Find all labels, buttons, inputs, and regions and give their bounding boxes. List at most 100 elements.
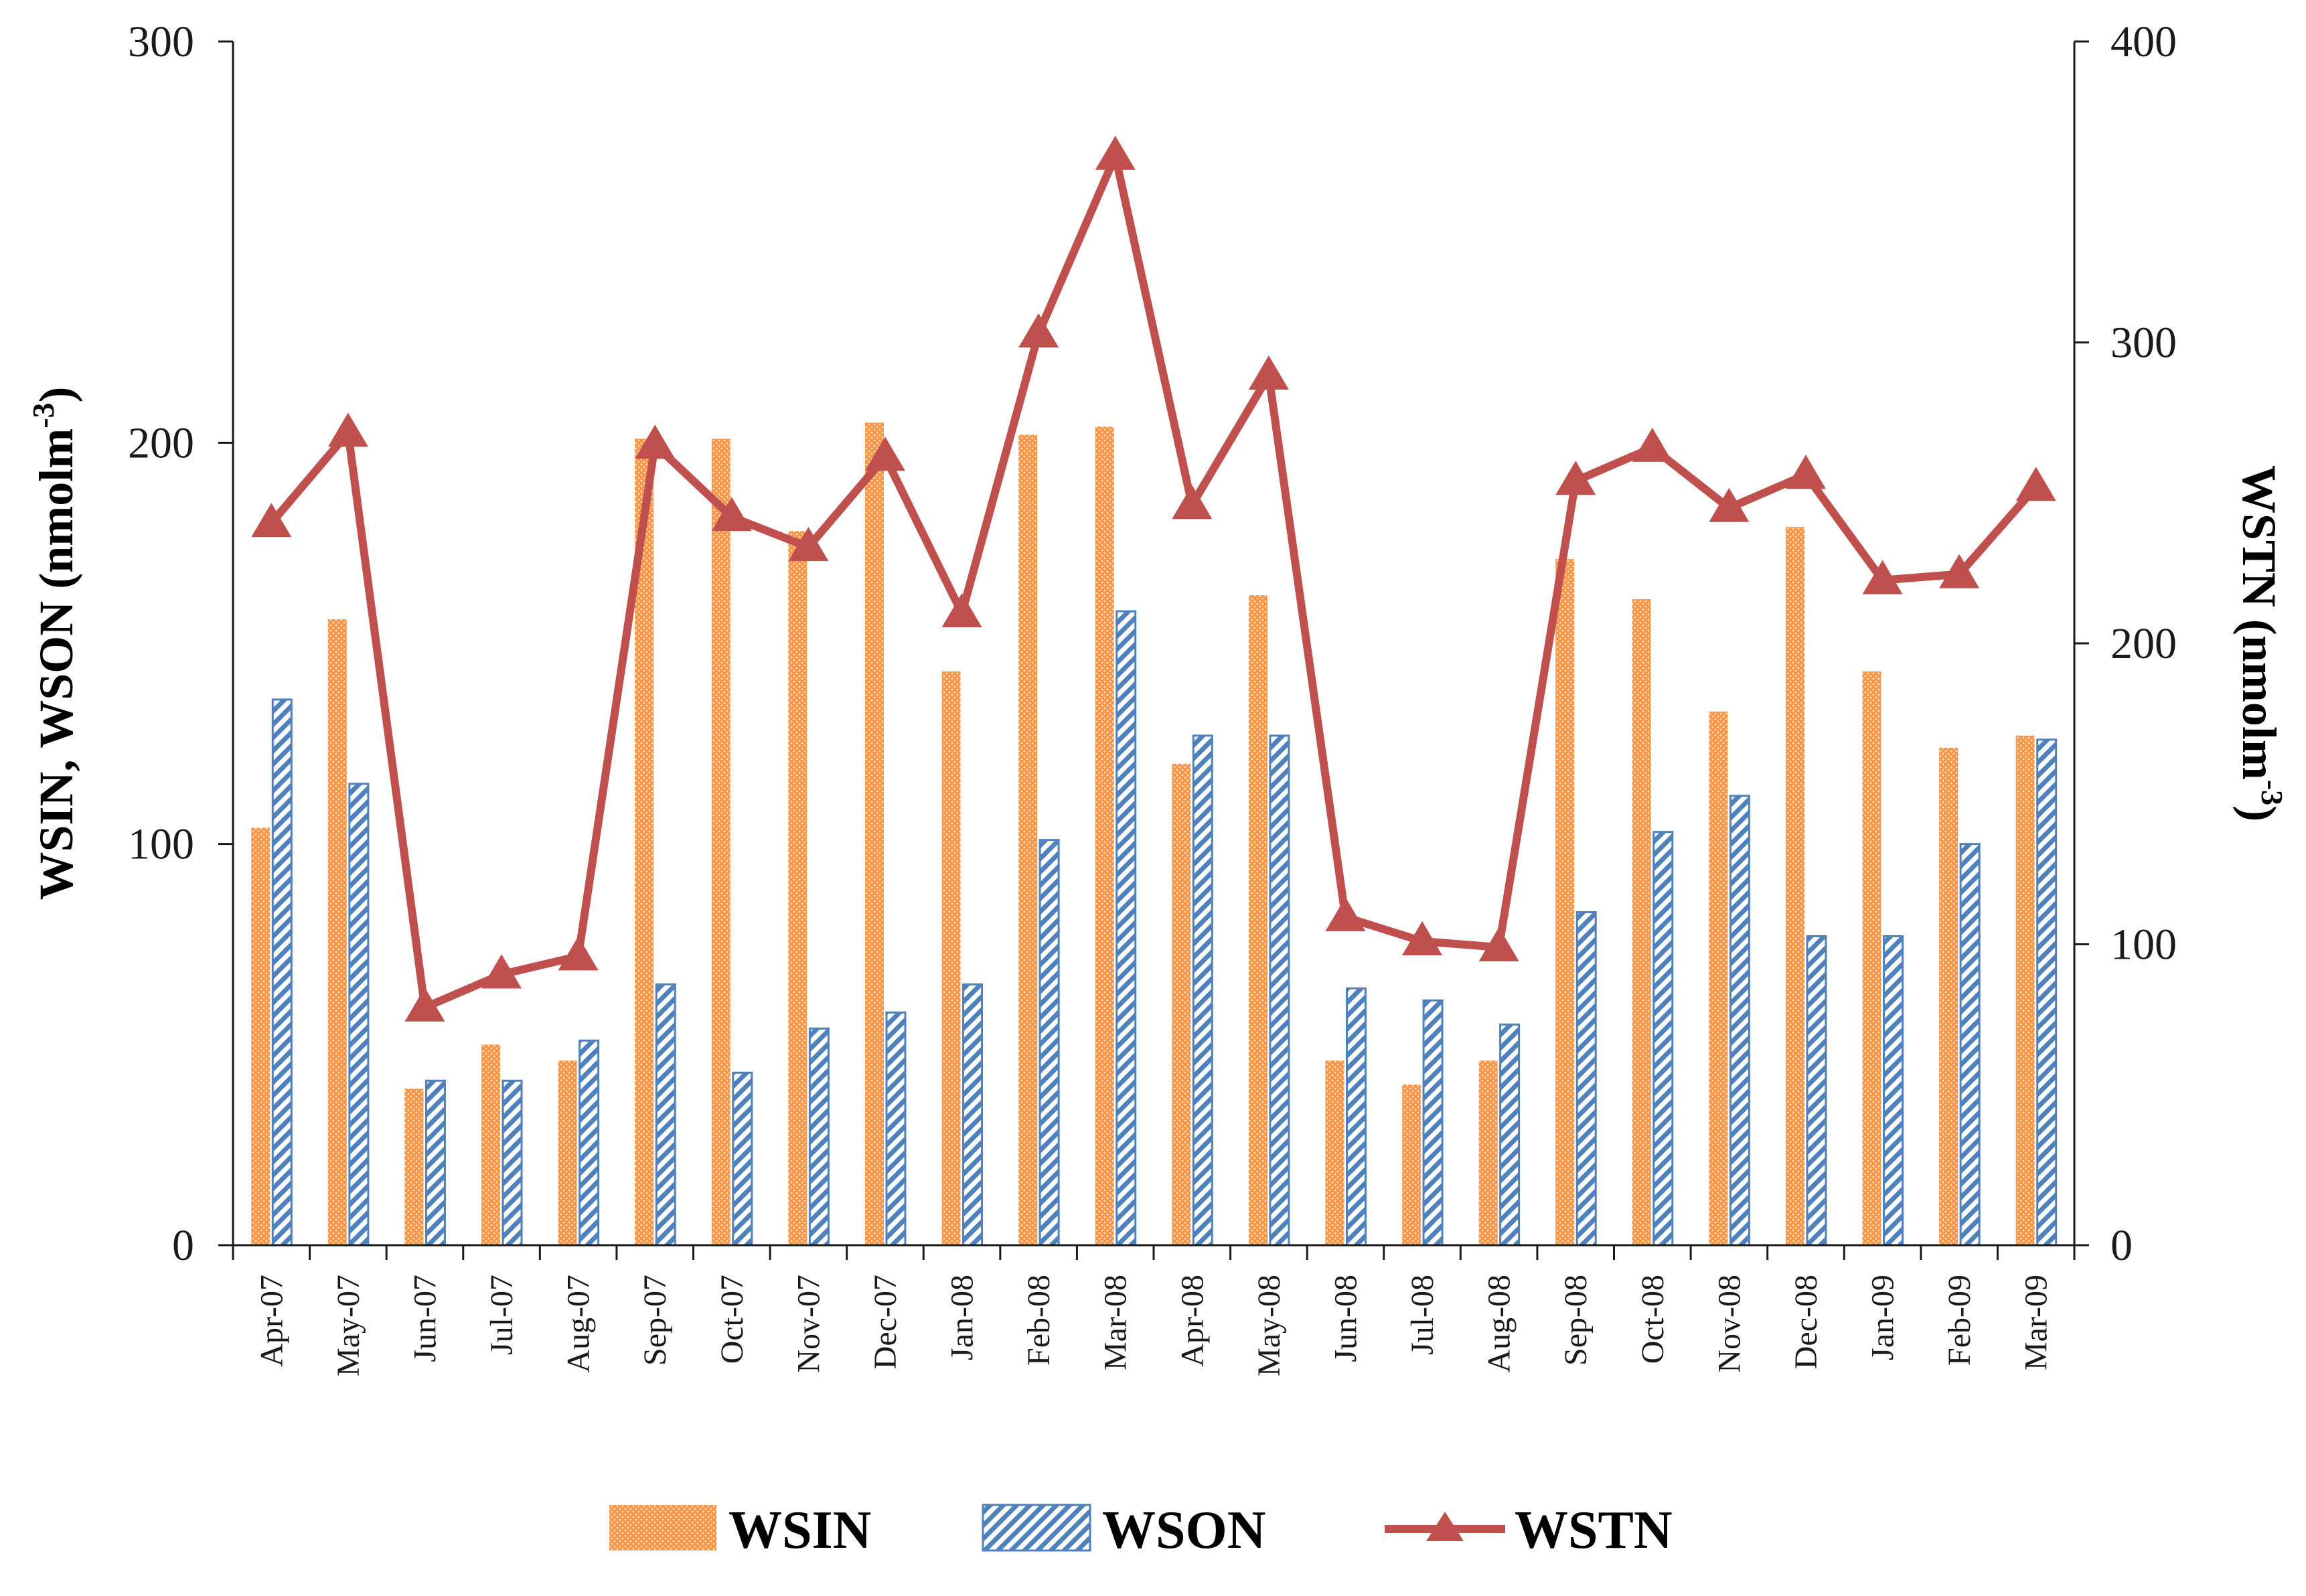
y-tick-label: 300: [128, 17, 194, 66]
wstn-point: [1555, 461, 1596, 495]
legend-wsin-swatch: [609, 1505, 716, 1550]
y-tick-label: 200: [128, 418, 194, 467]
wsin-bar: [1939, 747, 1958, 1245]
y-tick-label: 0: [172, 1221, 194, 1270]
wson-bar: [732, 1071, 753, 1247]
wstn-point: [1785, 455, 1826, 489]
wson-bar: [502, 1079, 523, 1247]
wsin-bar: [711, 438, 731, 1245]
wsin-bar: [1018, 434, 1038, 1245]
x-category-label: Aug-07: [561, 1275, 597, 1373]
x-axis-ticks: Apr-07 May-07 Jun-07 Jul-07 Aug-07 Sep-07 Oct-…: [232, 1245, 2076, 1376]
wstn-point: [1939, 554, 1980, 588]
x-category-label: Nov-07: [791, 1275, 826, 1373]
wson-bar: [1806, 935, 1827, 1247]
legend-wsin-label: WSIN: [728, 1501, 871, 1560]
wstn-point: [1862, 560, 1903, 594]
y2-axis-label: WSTN (nmolm-3): [2232, 465, 2289, 821]
y2-tick-label: 400: [2110, 17, 2177, 66]
wson-bar: [1652, 831, 1674, 1247]
wstn-point: [2015, 467, 2056, 501]
wsin-bar: [1555, 559, 1575, 1245]
wstn-point: [788, 527, 829, 562]
legend-wstn-marker: [1426, 1512, 1464, 1541]
wson-bar: [1499, 1023, 1521, 1247]
x-category-label: Sep-07: [637, 1275, 673, 1366]
wsin-bar: [864, 422, 884, 1245]
wsin-bar: [1095, 426, 1114, 1245]
wstn-point: [404, 987, 445, 1022]
wson-bar: [1575, 911, 1597, 1247]
x-category-label: Dec-07: [868, 1275, 903, 1369]
x-category-label: Jun-07: [407, 1275, 443, 1362]
wsin-bar: [1862, 671, 1881, 1245]
x-category-label: Jan-08: [945, 1275, 980, 1360]
wstn-point: [1325, 897, 1366, 932]
wstn-point: [711, 497, 752, 532]
wsin-bar: [2015, 735, 2035, 1245]
wstn-point: [481, 954, 522, 989]
right-axis-ticks: 0 100 200 300 400: [2074, 17, 2177, 1270]
wson-bar: [1422, 999, 1444, 1247]
wstn-point: [1018, 313, 1059, 348]
wstn-point: [251, 503, 292, 538]
wsin-bar: [1172, 763, 1191, 1245]
wson-bar: [1039, 839, 1060, 1247]
wson-bar: [962, 983, 984, 1247]
wson-bar: [271, 698, 293, 1247]
x-category-label: May-08: [1251, 1275, 1287, 1376]
wstn-point: [327, 412, 368, 447]
wsin-bar: [1632, 599, 1651, 1245]
wsin-bar: [251, 827, 271, 1245]
x-category-label: Jun-08: [1328, 1275, 1363, 1362]
wson-bar: [885, 1011, 907, 1247]
wsin-bar: [327, 619, 347, 1245]
wstn-point: [941, 593, 982, 628]
wsin-bar: [1478, 1060, 1498, 1245]
wson-bar: [1192, 734, 1213, 1247]
x-category-label: Jul-07: [484, 1275, 520, 1355]
x-category-label: Feb-08: [1021, 1275, 1057, 1366]
x-category-label: Dec-08: [1788, 1275, 1824, 1369]
x-category-label: Mar-08: [1098, 1275, 1134, 1370]
x-category-label: Jan-09: [1865, 1275, 1901, 1360]
wsin-bar: [1785, 527, 1804, 1245]
wstn-point: [1172, 485, 1213, 520]
wsin-bar: [1248, 595, 1267, 1245]
line-layer: [251, 135, 2056, 1022]
y2-tick-label: 300: [2110, 319, 2177, 368]
wstn-point: [635, 424, 676, 459]
legend-wson-swatch: [982, 1504, 1091, 1552]
wsin-bar: [1709, 711, 1728, 1245]
y2-tick-label: 100: [2110, 921, 2177, 969]
x-category-label: Jul-08: [1405, 1275, 1440, 1355]
wson-bar: [1116, 610, 1137, 1247]
wsin-bar: [404, 1089, 424, 1245]
wson-bar: [1269, 734, 1290, 1247]
wson-bar: [1729, 795, 1750, 1247]
wstn-point: [1478, 927, 1519, 961]
y-tick-label: 100: [128, 820, 194, 869]
wson-bar: [425, 1079, 446, 1247]
wson-bar: [1959, 843, 1981, 1247]
legend-wson-label: WSON: [1102, 1501, 1266, 1560]
wstn-point: [1095, 135, 1136, 170]
x-category-label: Apr-08: [1174, 1275, 1210, 1367]
wson-bar: [655, 983, 676, 1247]
bars-layer: [251, 422, 2058, 1247]
wsin-bar: [1325, 1060, 1344, 1245]
wstn-line: [268, 151, 2040, 1012]
wsin-bar: [941, 671, 961, 1245]
wsin-bar: [1402, 1085, 1421, 1245]
left-axis-ticks: 0 100 200 300: [128, 17, 233, 1270]
wson-bar: [348, 783, 370, 1247]
wson-bar: [579, 1039, 600, 1247]
x-category-label: Feb-09: [1942, 1275, 1977, 1366]
wsin-bar: [481, 1044, 501, 1245]
x-category-label: Aug-08: [1482, 1275, 1517, 1373]
wstn-point: [1709, 487, 1750, 522]
y2-tick-label: 0: [2110, 1221, 2133, 1270]
y2-tick-label: 200: [2110, 619, 2177, 668]
wson-bar: [1345, 987, 1367, 1247]
x-category-label: Mar-09: [2019, 1275, 2054, 1370]
